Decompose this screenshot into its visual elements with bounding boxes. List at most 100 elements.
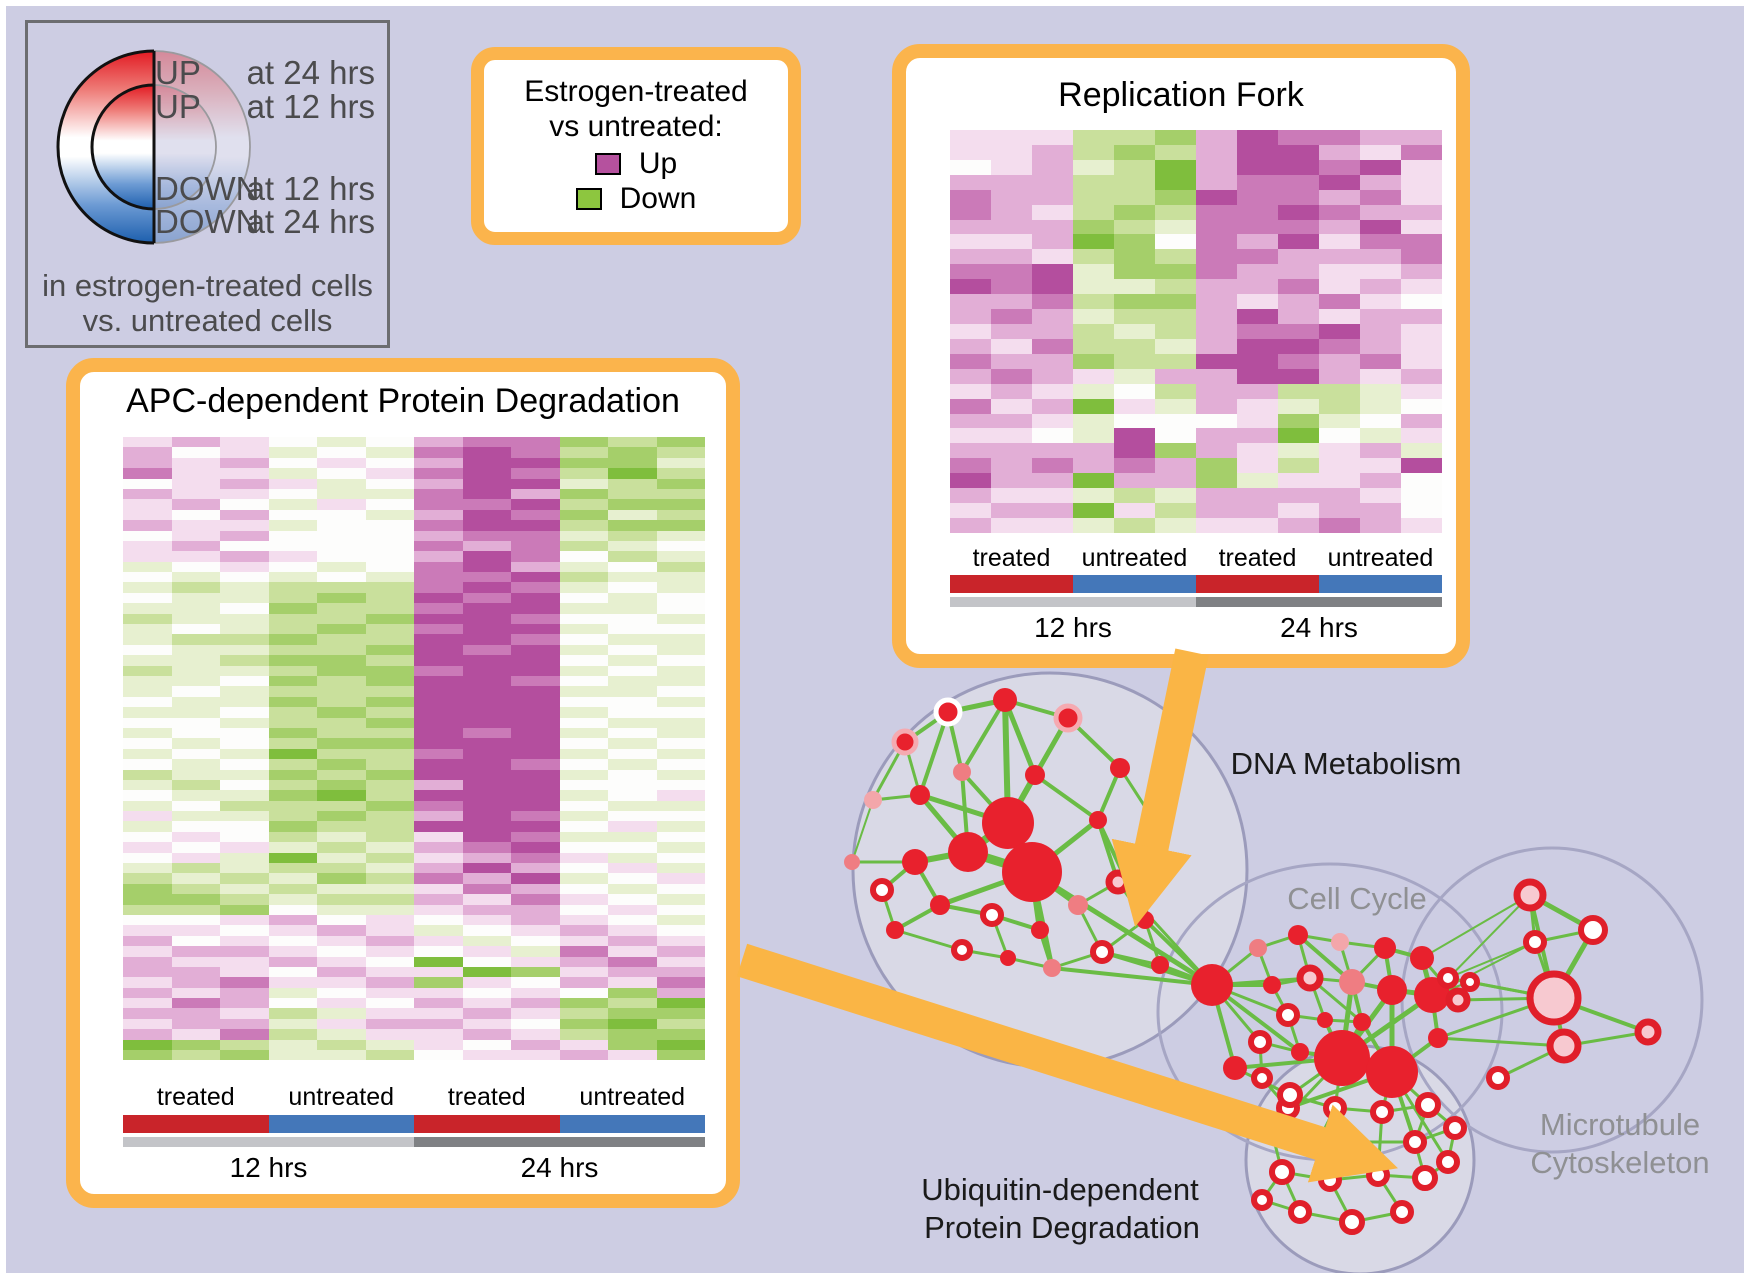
- heatmap-cell: [1237, 234, 1278, 250]
- heatmap-cell: [220, 821, 269, 832]
- heatmap-cell: [1237, 473, 1278, 489]
- heatmap-cell: [317, 478, 366, 489]
- legend-caption-line2: vs. untreated cells: [82, 303, 333, 338]
- heatmap-cell: [608, 904, 657, 915]
- heatmap-row: [950, 473, 1442, 489]
- heatmap-cell: [1032, 309, 1073, 324]
- heatmap-cell: [462, 873, 511, 884]
- network-node-r: [1291, 1043, 1309, 1061]
- heatmap-cell: [1360, 413, 1401, 429]
- heatmap-cell: [414, 998, 463, 1009]
- heatmap-cell: [123, 738, 172, 749]
- network-node-d: [1486, 1066, 1510, 1090]
- heatmap-cell: [1360, 294, 1401, 310]
- heatmap-cell: [950, 279, 991, 295]
- heatmap-cell: [559, 457, 608, 469]
- heatmap-cell: [1401, 219, 1442, 235]
- network-node-d: [1390, 1200, 1414, 1224]
- heatmap-cell: [414, 863, 463, 874]
- heatmap-cell: [123, 447, 172, 458]
- heatmap-cell: [1360, 398, 1401, 414]
- heatmap-cell: [1032, 249, 1073, 265]
- heatmap-cell: [1155, 159, 1196, 175]
- heatmap-cell: [171, 1029, 220, 1040]
- heatmap-cell: [268, 582, 317, 593]
- heatmap-row: [950, 338, 1442, 354]
- heatmap-row: [950, 353, 1442, 369]
- network-node-d: [1090, 940, 1114, 964]
- direction-label: UP: [155, 88, 201, 125]
- heatmap-cell: [1073, 264, 1114, 280]
- heatmap-cell: [1237, 338, 1278, 354]
- heatmap-cell: [268, 946, 317, 957]
- heatmap-cell: [1155, 383, 1196, 399]
- heatmap-cell: [462, 894, 511, 905]
- heatmap-cell: [220, 1050, 269, 1061]
- network-node-d: [1318, 1168, 1342, 1192]
- heatmap-cell: [220, 873, 269, 884]
- heatmap-cell: [559, 468, 608, 479]
- heatmap-cell: [268, 863, 317, 874]
- heatmap-cell: [656, 904, 705, 915]
- heatmap-cell: [511, 738, 560, 749]
- heatmap-cell: [1278, 294, 1319, 310]
- heatmap-cell: [268, 572, 317, 583]
- heatmap-cell: [1237, 488, 1278, 504]
- heatmap-cell: [1155, 503, 1196, 518]
- heatmap-cell: [171, 748, 220, 760]
- heatmap-cell: [950, 413, 991, 429]
- heatmap-cell: [365, 717, 414, 728]
- heatmap-cell: [268, 457, 317, 469]
- heatmap-cell: [511, 894, 560, 905]
- heatmap-cell: [1114, 234, 1155, 250]
- heatmap-cell: [414, 551, 463, 562]
- heatmap-cell: [171, 551, 220, 562]
- heatmap-cell: [462, 1039, 511, 1051]
- heatmap-cell: [414, 582, 463, 593]
- heatmap-cell: [123, 966, 172, 978]
- heatmap-cell: [1401, 503, 1442, 518]
- heatmap-cell: [559, 509, 608, 521]
- heatmap-cell: [220, 925, 269, 936]
- heatmap-cell: [950, 323, 991, 339]
- network-node-d: [1523, 930, 1547, 954]
- heatmap-cell: [950, 458, 991, 474]
- heatmap-cell: [608, 883, 657, 895]
- network-node-p: [844, 854, 860, 870]
- heatmap-cell: [656, 1039, 705, 1051]
- network-node-d: [1403, 1130, 1427, 1154]
- heatmap-cell: [171, 831, 220, 843]
- heatmap-cell: [511, 437, 560, 448]
- heatmap-cell: [656, 894, 705, 905]
- heatmap-cell: [462, 437, 511, 448]
- heatmap-row: [123, 779, 705, 791]
- heatmap-cell: [317, 447, 366, 458]
- heatmap-cell: [1196, 130, 1237, 145]
- heatmap-cell: [656, 748, 705, 760]
- heatmap-cell: [220, 738, 269, 749]
- heatmap-cell: [317, 1029, 366, 1040]
- heatmap-cell: [462, 561, 511, 573]
- heatmap-cell: [317, 696, 366, 708]
- heatmap-row: [950, 279, 1442, 295]
- heatmap-cell: [511, 821, 560, 832]
- network-node-r: [1314, 1030, 1370, 1086]
- heatmap-cell: [656, 863, 705, 874]
- heatmap-cell: [365, 624, 414, 635]
- heatmap-cell: [1155, 204, 1196, 220]
- heatmap-cell: [220, 779, 269, 791]
- network-node-d: [1578, 915, 1608, 945]
- heatmap-cell: [656, 946, 705, 957]
- heatmap-cell: [1155, 130, 1196, 145]
- heatmap-cell: [414, 457, 463, 469]
- heatmap-cell: [608, 863, 657, 874]
- heatmap-cell: [317, 540, 366, 552]
- heatmap-cell: [511, 540, 560, 552]
- heatmap-cell: [414, 665, 463, 676]
- heatmap-cell: [220, 998, 269, 1009]
- heatmap-cell: [656, 966, 705, 978]
- heatmap-cell: [1319, 503, 1360, 518]
- heatmap-cell: [1155, 338, 1196, 354]
- heatmap-cell: [462, 551, 511, 562]
- heatmap-cell: [950, 264, 991, 280]
